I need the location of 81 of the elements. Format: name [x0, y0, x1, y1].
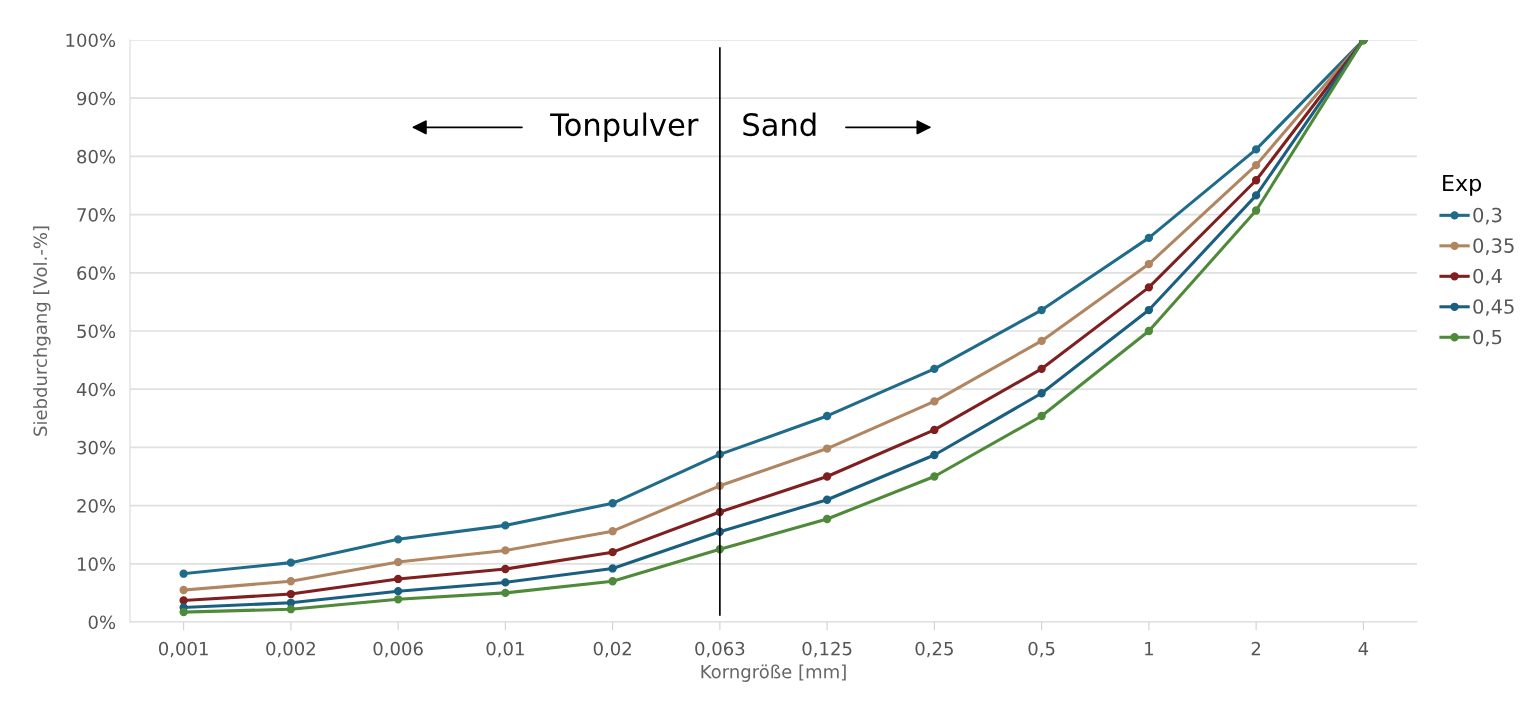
point [1144, 326, 1154, 336]
annotation: Tonpulver [550, 112, 699, 143]
point [1037, 336, 1046, 346]
point [822, 472, 832, 481]
x-tick-label: 0,002 [266, 641, 315, 658]
y-tick-label: 0% [88, 615, 116, 630]
point [608, 527, 617, 536]
point [1037, 305, 1046, 315]
x-tick-label: 2 [1251, 641, 1261, 656]
y-tick-label: 10% [77, 557, 116, 571]
point [501, 546, 510, 555]
point [1251, 145, 1261, 154]
annotation: Sand [743, 112, 816, 137]
x-tick-label: 0,125 [802, 641, 852, 658]
point [501, 588, 510, 598]
point [286, 605, 296, 614]
point [286, 589, 296, 599]
y-tick-label: 80% [77, 149, 116, 164]
point [822, 514, 832, 524]
point [501, 521, 510, 530]
point [1251, 176, 1261, 185]
x-tick-label: 4 [1358, 642, 1369, 656]
x-tick-label: 0,02 [593, 641, 631, 658]
legend-title: Exp [1443, 174, 1482, 196]
legend-label: 0,4 [1473, 268, 1502, 286]
point [393, 595, 403, 604]
y-tick-label: 70% [77, 208, 116, 222]
y-tick-label: 100% [66, 33, 116, 48]
point [1251, 191, 1261, 200]
point [608, 499, 617, 508]
point [930, 450, 939, 460]
point [930, 364, 939, 373]
point [1037, 389, 1046, 398]
point [286, 577, 296, 586]
point [179, 569, 188, 578]
x-tick-label: 0,01 [486, 641, 524, 658]
point [608, 547, 617, 557]
point [1144, 233, 1154, 243]
point [822, 411, 832, 421]
point [393, 574, 403, 584]
point [179, 596, 188, 605]
point [179, 607, 188, 617]
legend-label: 0,35 [1473, 238, 1514, 255]
y-tick-label: 60% [77, 266, 116, 280]
legend-label: 0,5 [1473, 329, 1502, 347]
point [1037, 411, 1046, 421]
x-tick-label: 1 [1145, 642, 1153, 656]
y-axis-title: Siebdurchgang [Vol.-%] [33, 226, 51, 436]
x-tick-label: 0,063 [695, 641, 745, 658]
point [501, 578, 510, 587]
point [1144, 305, 1154, 315]
y-tick-label: 20% [77, 499, 116, 513]
point [930, 425, 939, 435]
x-tick-label: 0,001 [158, 641, 208, 658]
point [1144, 283, 1154, 292]
point [608, 564, 617, 573]
point [822, 495, 832, 504]
point [286, 558, 296, 567]
point [1144, 259, 1154, 269]
point [393, 535, 403, 544]
y-tick-label: 30% [77, 440, 116, 455]
point [1251, 206, 1261, 215]
point [501, 564, 510, 574]
legend-label: 0,45 [1473, 299, 1514, 316]
x-axis-title: Korngröße [mm] [701, 664, 846, 682]
legend-label: 0,3 [1473, 207, 1502, 225]
x-tick-label: 0,5 [1028, 641, 1055, 658]
point [822, 444, 832, 453]
y-tick-label: 40% [76, 382, 116, 397]
point [179, 585, 188, 595]
x-tick-label: 0,006 [373, 641, 423, 658]
point [1037, 364, 1046, 373]
point [608, 577, 617, 586]
point [930, 472, 939, 481]
x-tick-label: 0,25 [915, 641, 953, 658]
point [393, 586, 403, 596]
y-tick-label: 50% [77, 324, 116, 339]
point [393, 557, 403, 567]
point [1251, 160, 1261, 170]
y-tick-label: 90% [77, 91, 116, 106]
point [930, 397, 939, 406]
